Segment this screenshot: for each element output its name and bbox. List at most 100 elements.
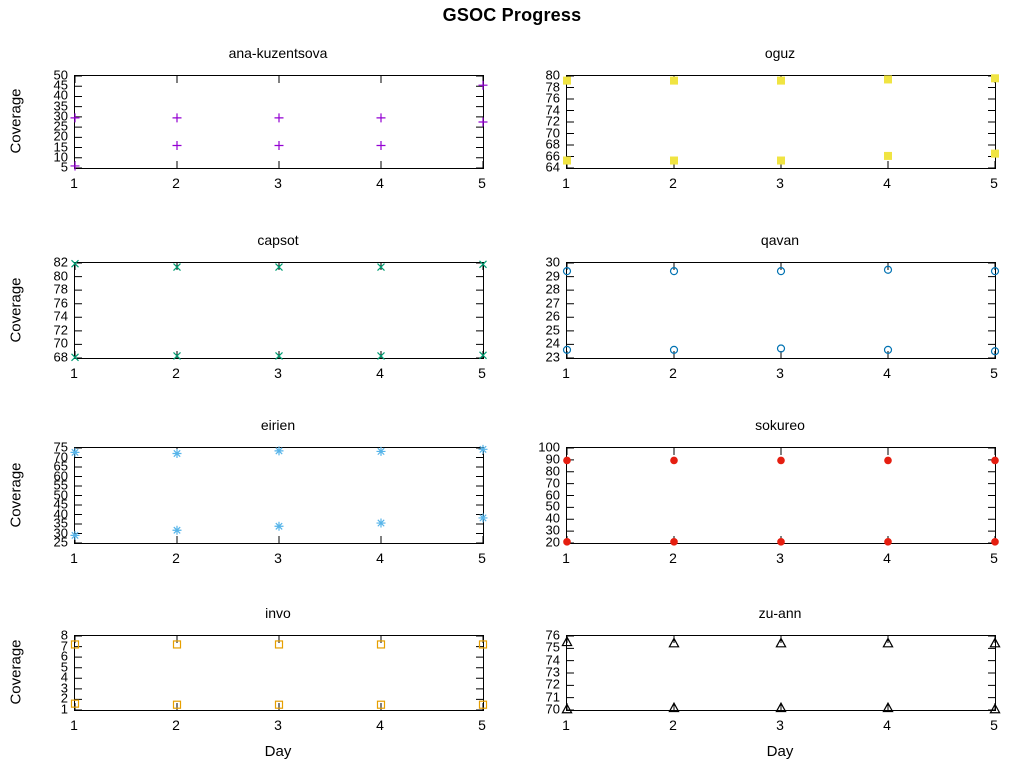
data-point-marker [669, 267, 679, 276]
data-point-marker [884, 75, 892, 84]
plot-area [71, 259, 487, 362]
x-tick-label: 1 [562, 365, 570, 381]
x-tick-label: 5 [990, 175, 998, 191]
subplot-title: ana-kuzentsova [228, 45, 328, 61]
x-tick-label: 4 [376, 175, 384, 191]
x-tick-label: 3 [274, 550, 282, 566]
x-tick-label: 3 [776, 717, 784, 733]
data-point-marker [376, 518, 386, 528]
y-tick-label: 76 [545, 627, 560, 643]
data-point-marker [376, 640, 386, 649]
y-tick-label: 28 [545, 281, 560, 297]
data-point-marker [883, 345, 893, 354]
data-point-marker [478, 700, 488, 709]
y-tick-label: 20 [53, 128, 68, 144]
y-tick-label: 2 [60, 690, 68, 706]
plot-area [563, 447, 999, 546]
data-point-marker [377, 263, 385, 271]
y-tick-label: 1 [60, 701, 68, 717]
y-tick-label: 70 [545, 475, 560, 491]
y-tick-label: 50 [545, 498, 560, 514]
data-point-marker [563, 156, 571, 165]
data-point-marker [884, 538, 892, 546]
x-tick-label: 2 [669, 365, 677, 381]
data-point-marker [274, 640, 284, 649]
y-tick-label: 30 [545, 254, 560, 270]
x-tick-label: 5 [990, 717, 998, 733]
data-point-marker [478, 80, 488, 90]
data-point-marker [990, 267, 1000, 276]
data-point-marker [478, 444, 488, 454]
y-tick-label: 7 [60, 638, 68, 654]
y-tick-label: 66 [545, 148, 560, 163]
y-tick-label: 60 [545, 487, 560, 502]
data-point-marker [563, 456, 571, 465]
subplot-title: invo [265, 605, 291, 621]
y-tick-label: 50 [53, 487, 68, 502]
data-point-marker [884, 456, 892, 465]
data-point-marker [172, 640, 182, 649]
x-tick-label: 3 [776, 365, 784, 381]
subplot-title: capsot [257, 232, 299, 248]
data-point-marker [377, 352, 385, 360]
x-tick-label: 2 [172, 365, 180, 381]
y-tick-label: 45 [53, 77, 68, 93]
data-point-marker [478, 513, 488, 523]
x-tick-label: 5 [478, 175, 486, 191]
data-point-marker [562, 267, 572, 276]
y-tick-label: 5 [60, 159, 68, 175]
y-tick-label: 50 [53, 67, 68, 83]
y-tick-label: 82 [53, 254, 68, 270]
plot-canvas [71, 259, 487, 362]
x-tick-label: 2 [669, 175, 677, 191]
data-point-marker [991, 74, 999, 83]
y-tick-label: 68 [53, 349, 68, 365]
data-point-marker [274, 141, 284, 151]
data-point-marker [777, 156, 785, 165]
x-tick-label: 3 [274, 365, 282, 381]
x-tick-label: 2 [172, 175, 180, 191]
data-point-marker [70, 699, 80, 708]
y-tick-label: 25 [545, 322, 560, 338]
data-point-marker [670, 76, 678, 85]
data-point-marker [776, 344, 786, 353]
x-tick-label: 1 [562, 550, 570, 566]
y-tick-label: 35 [53, 98, 68, 114]
x-tick-label: 3 [274, 175, 282, 191]
subplot-title: zu-ann [758, 605, 802, 621]
x-tick-label: 3 [776, 175, 784, 191]
x-tick-label: 2 [669, 550, 677, 566]
x-tick-label: 5 [478, 365, 486, 381]
plot-area [561, 635, 1001, 714]
data-point-marker [777, 538, 785, 546]
data-point-marker [670, 456, 678, 465]
plot-canvas [70, 635, 488, 711]
data-point-marker [884, 151, 892, 160]
data-point-marker [172, 113, 182, 123]
data-point-marker [478, 117, 488, 127]
data-point-marker [70, 640, 80, 649]
x-tick-label: 1 [70, 175, 78, 191]
data-point-marker [274, 446, 284, 456]
page-title: GSOC Progress [442, 5, 582, 25]
y-tick-label: 70 [545, 125, 560, 140]
data-point-marker [670, 156, 678, 165]
x-tick-label: 5 [990, 550, 998, 566]
y-tick-label: 8 [60, 627, 68, 643]
y-tick-label: 78 [545, 79, 560, 94]
data-point-marker [668, 637, 680, 648]
y-tick-label: 71 [545, 689, 560, 705]
y-tick-label: 70 [53, 449, 68, 464]
x-tick-label: 1 [70, 717, 78, 733]
data-point-marker [173, 352, 181, 360]
y-axis-label: Coverage [7, 461, 25, 528]
data-point-marker [274, 700, 284, 709]
y-tick-label: 55 [53, 477, 68, 493]
x-tick-label: 2 [172, 550, 180, 566]
x-tick-label: 5 [478, 717, 486, 733]
plot-canvas [562, 262, 1000, 359]
